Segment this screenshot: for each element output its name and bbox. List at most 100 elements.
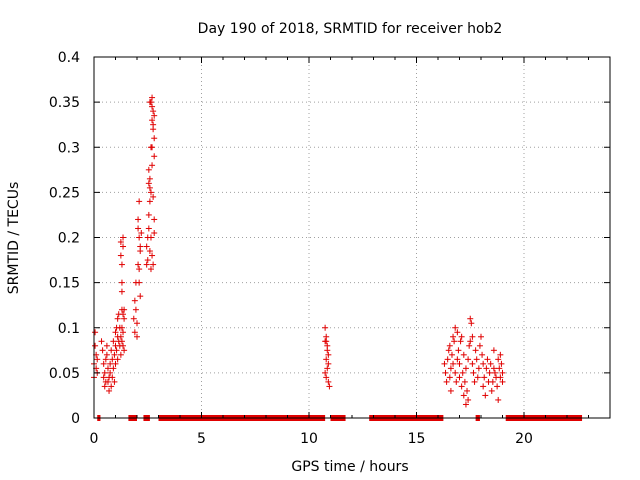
data-point: [132, 306, 139, 313]
data-point: [496, 365, 503, 372]
y-tick-label: 0.2: [58, 231, 80, 247]
x-tick-label: 20: [515, 431, 533, 447]
y-tick-label: 0.15: [49, 276, 80, 292]
data-series: [91, 94, 506, 408]
data-point: [136, 266, 143, 273]
data-point: [462, 365, 469, 372]
data-point: [134, 333, 140, 340]
data-point: [94, 356, 101, 363]
grid: [94, 57, 610, 418]
data-point: [468, 320, 475, 327]
data-point: [469, 360, 476, 367]
data-point: [462, 401, 469, 408]
data-point: [98, 338, 105, 345]
data-point: [472, 347, 479, 354]
data-point: [134, 320, 140, 327]
data-point: [447, 387, 454, 394]
y-tick-label: 0.25: [49, 185, 80, 201]
data-point: [464, 387, 471, 394]
data-point: [112, 360, 119, 367]
data-point: [143, 243, 150, 250]
data-point: [469, 333, 476, 340]
data-point: [499, 369, 506, 376]
data-point: [322, 324, 329, 331]
data-point: [322, 338, 329, 345]
data-point: [325, 360, 332, 367]
data-point: [460, 351, 467, 358]
data-point: [498, 360, 505, 367]
data-point: [497, 374, 504, 381]
data-point: [147, 266, 154, 273]
tick-labels: 0 5 10 15 20 0 0.05 0.1 0.15 0.2 0.25 0.3 0.35 0.4: [49, 50, 533, 447]
data-point: [323, 374, 330, 381]
data-point: [146, 175, 153, 182]
y-tick-label: 0.1: [58, 321, 80, 337]
data-point: [113, 347, 120, 354]
data-point: [112, 329, 119, 336]
data-point: [495, 396, 502, 403]
data-point: [494, 383, 501, 390]
data-point: [107, 369, 114, 376]
data-point: [147, 234, 154, 241]
data-point: [150, 261, 157, 268]
data-point: [101, 369, 108, 376]
data-point: [452, 369, 459, 376]
data-point: [131, 329, 138, 336]
data-point: [444, 356, 451, 363]
data-point: [117, 351, 124, 358]
data-point: [135, 216, 142, 223]
data-point: [459, 369, 466, 376]
data-point: [324, 347, 331, 354]
data-point: [495, 356, 502, 363]
data-point: [480, 383, 487, 390]
data-point: [481, 374, 488, 381]
data-point: [130, 315, 137, 322]
data-point: [325, 351, 332, 358]
y-tick-label: 0: [71, 411, 80, 427]
data-point: [497, 351, 504, 358]
data-point: [137, 243, 144, 250]
data-point: [118, 324, 125, 331]
y-axis-label: SRMTID / TECUs: [6, 182, 22, 295]
x-tick-label: 0: [90, 431, 99, 447]
data-point: [324, 365, 331, 372]
x-tick-label: 5: [197, 431, 206, 447]
data-point: [120, 311, 127, 318]
y-tick-label: 0.3: [58, 140, 80, 156]
data-point: [454, 356, 461, 363]
data-point: [465, 356, 472, 363]
data-point: [136, 234, 143, 241]
data-point: [461, 378, 468, 385]
data-point: [101, 383, 108, 390]
data-point: [145, 180, 152, 187]
data-point: [135, 225, 142, 232]
y-tick-label: 0.35: [49, 95, 80, 111]
data-point: [499, 378, 506, 385]
data-point: [118, 279, 125, 286]
data-point: [92, 342, 99, 349]
data-point: [150, 193, 157, 200]
data-point: [450, 333, 457, 340]
data-point: [103, 342, 110, 349]
data-point: [483, 365, 490, 372]
data-point: [476, 342, 483, 349]
data-point: [145, 166, 152, 173]
y-tick-label: 0.05: [49, 366, 80, 382]
data-point: [489, 378, 496, 385]
data-point: [103, 351, 110, 358]
data-point: [121, 347, 128, 354]
data-point: [135, 261, 142, 268]
data-point: [120, 243, 127, 250]
data-point: [138, 229, 145, 236]
data-point: [326, 383, 333, 390]
data-point: [121, 315, 128, 322]
data-point: [117, 239, 124, 246]
data-point: [136, 279, 143, 286]
data-point: [131, 297, 138, 304]
data-point: [150, 108, 157, 115]
data-point: [443, 378, 450, 385]
data-point: [491, 369, 498, 376]
data-point: [480, 360, 487, 367]
data-point: [151, 216, 158, 223]
